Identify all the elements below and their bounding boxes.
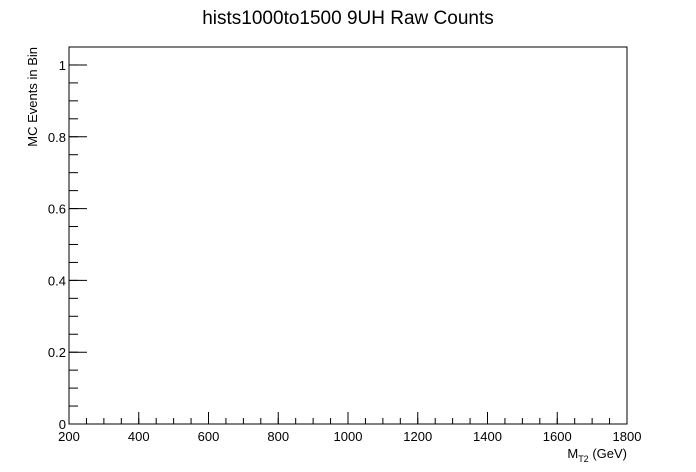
y-tick-label: 0.6 (48, 202, 66, 217)
x-tick-label: 800 (267, 429, 289, 444)
y-axis-label: MC Events in Bin (25, 47, 40, 147)
x-axis-label-sub: T2 (578, 454, 589, 464)
x-tick-label: 200 (58, 429, 80, 444)
chart-title: hists1000to1500 9UH Raw Counts (202, 8, 494, 29)
y-tick-label: 0.4 (48, 273, 66, 288)
axis-ticks (68, 46, 628, 425)
x-tick-label: 1000 (334, 429, 363, 444)
y-tick-label: 0.8 (48, 130, 66, 145)
x-axis-label-unit: (GeV) (589, 446, 627, 461)
x-tick-label: 1800 (613, 429, 642, 444)
y-tick-labels: 0 0.2 0.4 0.6 0.8 1 (48, 58, 66, 432)
x-tick-label: 1600 (543, 429, 572, 444)
x-tick-label: 600 (198, 429, 220, 444)
x-tick-labels: 200 400 600 800 1000 1200 1400 1600 1800 (58, 429, 641, 444)
plot-frame (68, 46, 628, 425)
x-tick-label: 1200 (403, 429, 432, 444)
x-axis-label-main: M (567, 446, 578, 461)
x-tick-label: 1400 (473, 429, 502, 444)
y-tick-label: 0.2 (48, 345, 66, 360)
x-axis-label: MT2 (GeV) (567, 446, 627, 464)
x-tick-label: 400 (128, 429, 150, 444)
y-tick-label: 0 (59, 417, 66, 432)
y-tick-label: 1 (59, 58, 66, 73)
